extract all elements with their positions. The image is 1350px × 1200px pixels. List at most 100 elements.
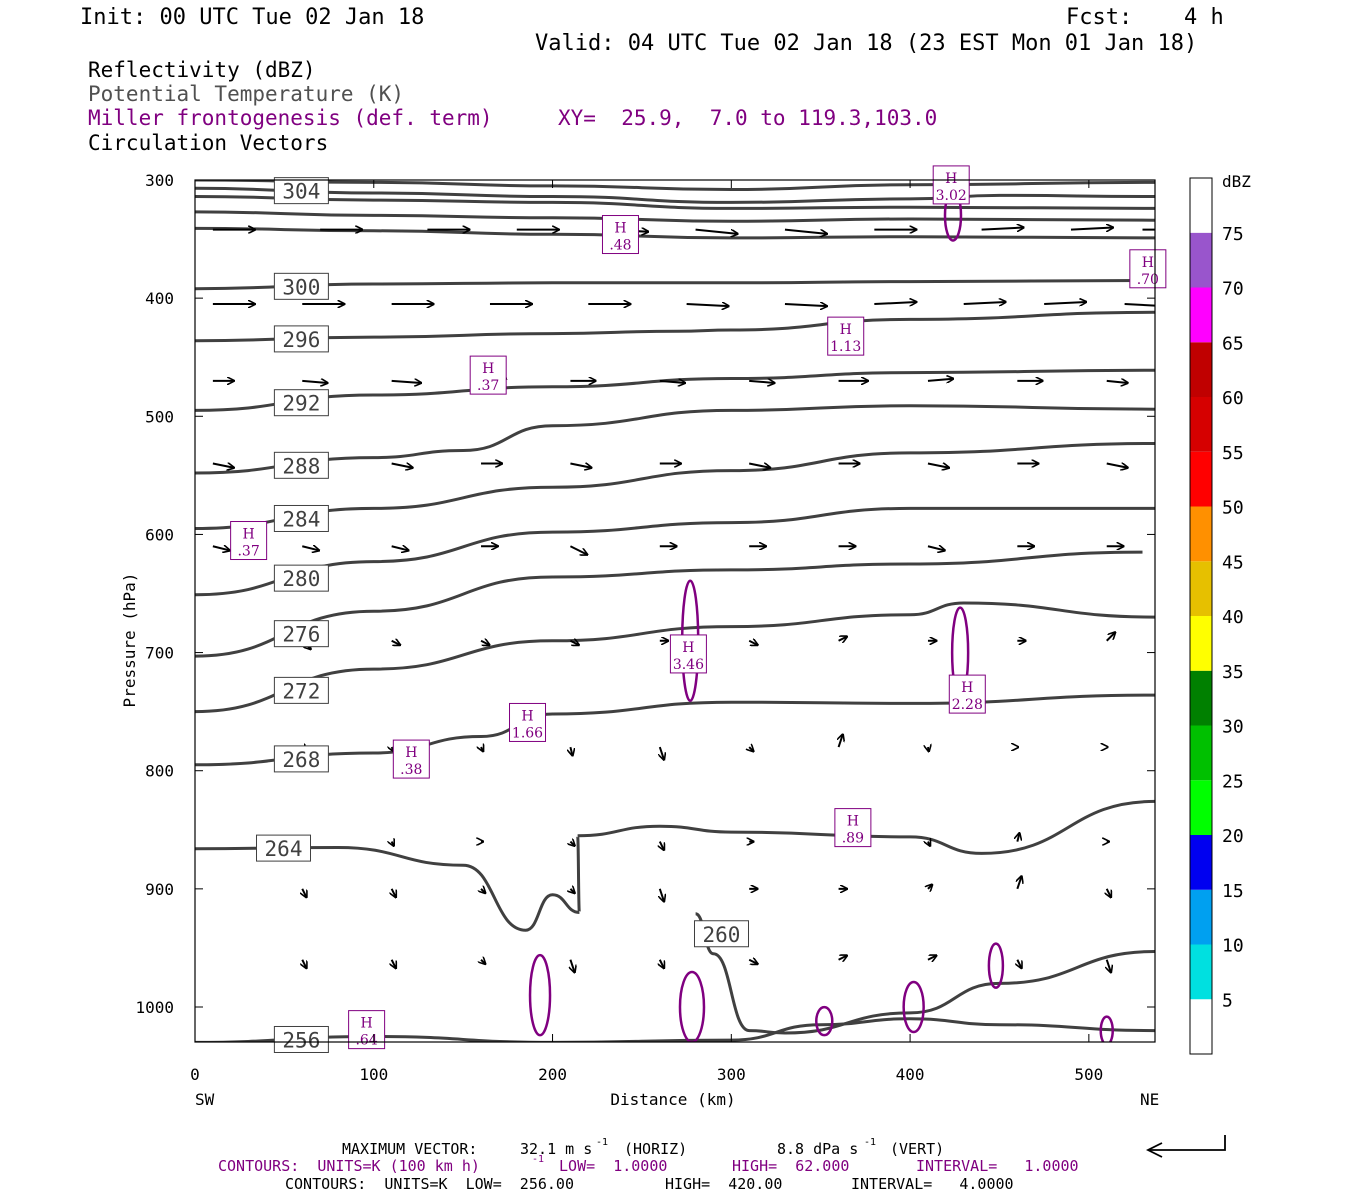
frontogenesis-contour-4	[678, 970, 706, 1042]
x-tick-label: 500	[1074, 1065, 1103, 1084]
frontogenesis-max-h: H	[961, 680, 973, 696]
frontogenesis-max-h: H	[243, 527, 255, 543]
colorbar-unit: dBZ	[1222, 172, 1251, 191]
maxima-label-layer: H.48H3.02H.70H1.13H.37H.37H3.46H2.28H1.6…	[230, 165, 1167, 1050]
circulation-vector	[928, 885, 932, 889]
black-contour-high: HIGH= 420.00	[665, 1175, 783, 1193]
colorbar-segment	[1190, 835, 1212, 890]
frontogenesis-max-2: H.70	[1129, 249, 1167, 289]
circulation-vector	[784, 304, 827, 306]
isentrope-unlabeled-3	[195, 210, 1155, 223]
isentrope-label-276: 276	[273, 620, 329, 648]
circulation-vector	[392, 959, 396, 968]
isentrope-label-text: 296	[282, 328, 320, 352]
frontogenesis-max-value: .70	[1137, 272, 1159, 288]
circulation-vector	[570, 959, 574, 973]
axes-layer: 0 100 200 300 400 500 300 400 500 600 700 800 900 100…	[135, 171, 1155, 1084]
frontogenesis-layer	[528, 189, 1114, 1042]
circulation-vector	[481, 747, 483, 751]
frontogenesis-max-5: H.37	[230, 521, 268, 561]
isentrope-label-300: 300	[273, 272, 329, 300]
colorbar-segment	[1190, 232, 1212, 288]
colorbar-segment	[1190, 780, 1212, 835]
isentrope-label-268: 268	[273, 745, 329, 773]
legend-vectors: Circulation Vectors	[88, 131, 329, 155]
x-tick-label: 300	[717, 1065, 746, 1084]
endpoint-sw: SW	[195, 1090, 215, 1109]
isentrope-label-272: 272	[273, 676, 329, 704]
circulation-vector	[748, 464, 770, 468]
frontogenesis-max-6: H3.46	[669, 634, 707, 674]
circulation-vector	[570, 842, 574, 846]
y-tick-label: 1000	[135, 998, 174, 1017]
isentrope-264	[195, 799, 1155, 932]
init-time: Init: 00 UTC Tue 02 Jan 18	[80, 5, 425, 30]
frontogenesis-max-value: .48	[609, 238, 631, 254]
circulation-vector	[570, 464, 591, 468]
isentrope-label-box	[273, 676, 329, 704]
frontogenesis-max-11: H.64	[348, 1010, 386, 1050]
isentrope-256	[195, 1017, 1155, 1042]
plot-frame	[194, 179, 1156, 1043]
frontogenesis-max-h: H	[521, 708, 533, 724]
legend-potential-temperature: Potential Temperature (K)	[88, 82, 405, 106]
frontogenesis-max-h: H	[945, 171, 957, 187]
max-vector-vert-unit: (VERT)	[890, 1140, 945, 1158]
isentrope-label-304: 304	[273, 177, 329, 205]
isentrope-label-box	[273, 177, 329, 205]
colorbar-level-label: 25	[1222, 771, 1244, 792]
colorbar-segment	[1190, 506, 1212, 562]
isentrope-label-text: 276	[282, 623, 320, 647]
isentrope-unlabeled-1	[195, 180, 1155, 192]
frontogenesis-max-box	[230, 521, 268, 561]
isentrope-label-text: 300	[282, 275, 320, 299]
colorbar-level-label: 15	[1222, 881, 1244, 902]
purple-contour-low: LOW= 1.0000	[550, 1157, 668, 1175]
circulation-vector	[927, 956, 936, 960]
colorbar-segment	[1190, 342, 1212, 397]
forecast-label: Fcst:	[1066, 5, 1133, 30]
frontogenesis-max-h: H	[1142, 255, 1154, 271]
isentrope-label-box	[256, 834, 312, 862]
isentrope-label-260: 260	[693, 920, 749, 948]
isentrope-label-box	[273, 745, 329, 773]
isentrope-label-256: 256	[273, 1025, 329, 1053]
colorbar-level-label: 60	[1222, 388, 1244, 409]
colorbar-segment	[1190, 944, 1212, 1000]
isentrope-304	[195, 186, 1155, 204]
colorbar-level-label: 45	[1222, 552, 1244, 573]
circulation-vector	[695, 228, 738, 234]
colorbar-segment	[1190, 451, 1212, 507]
frontogenesis-max-box	[948, 674, 986, 714]
max-vector-horiz-exponent: -1	[596, 1137, 609, 1148]
frontogenesis-max-h: H	[614, 221, 626, 237]
circulation-vector	[481, 889, 485, 893]
circulation-vector	[391, 381, 421, 383]
circulation-vector	[839, 734, 843, 748]
frontogenesis-max-7: H2.28	[948, 674, 986, 714]
circulation-vector	[927, 379, 953, 381]
isentrope-300	[195, 278, 1155, 291]
isentrope-label-text: 264	[265, 837, 303, 861]
circulation-vector	[928, 842, 930, 846]
isentrope-label-box	[273, 620, 329, 648]
y-tick-label: 300	[145, 171, 174, 190]
circulation-vector	[1017, 833, 1019, 842]
max-vector-horiz: 32.1 m s	[520, 1140, 593, 1158]
circulation-vector	[569, 545, 587, 554]
frontogenesis-max-box	[509, 702, 547, 742]
colorbar-level-label: 70	[1222, 279, 1244, 300]
isentrope-layer	[195, 180, 1155, 1042]
isentrope-label-box	[693, 920, 749, 948]
isentrope-label-292: 292	[273, 389, 329, 417]
x-tick-label: 200	[538, 1065, 567, 1084]
circulation-vector	[569, 641, 578, 645]
y-axis-title: Pressure (hPa)	[120, 573, 139, 708]
circulation-vector	[391, 464, 413, 468]
circulation-vector	[302, 381, 327, 383]
circulation-vector	[748, 641, 757, 645]
frontogenesis-max-h: H	[405, 745, 417, 761]
isentrope-label-text: 272	[282, 679, 320, 703]
frontogenesis-max-box	[834, 808, 872, 848]
